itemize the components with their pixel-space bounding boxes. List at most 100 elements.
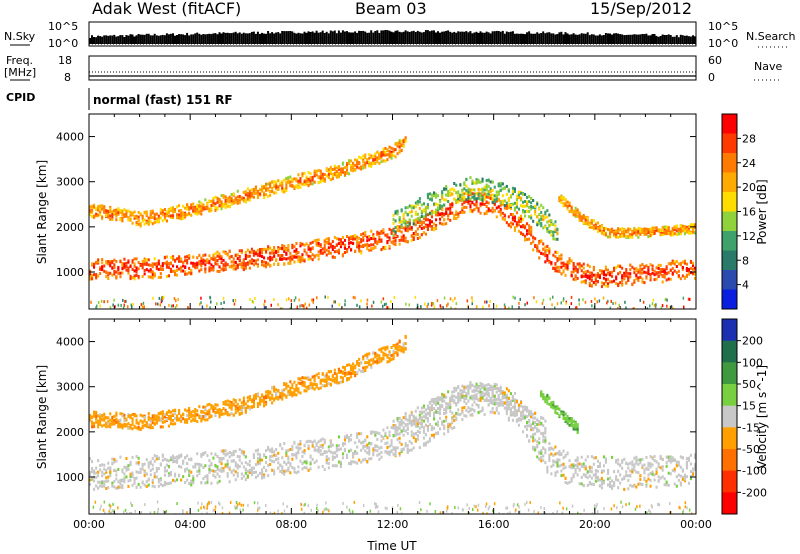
nsky-bar <box>228 33 231 44</box>
heatmap-cell-arc <box>546 209 549 213</box>
heatmap-cell-ground-scatter <box>153 475 156 479</box>
heatmap-cell-ground-scatter <box>283 472 286 476</box>
heatmap-cell-late-band <box>661 232 664 236</box>
heatmap-cell-late-band <box>613 232 616 236</box>
heatmap-cell-arc <box>536 221 539 225</box>
heatmap-cell-lower-band <box>469 199 472 203</box>
heatmap-cell-ground-scatter <box>230 451 233 455</box>
heatmap-cell-ground-scatter <box>182 460 185 464</box>
heatmap-cell-lower-band <box>133 274 136 278</box>
heatmap-cell-ground-scatter <box>228 480 231 484</box>
heatmap-cell-upper-band <box>327 176 330 180</box>
heatmap-cell-lower-band <box>376 230 379 234</box>
heatmap-cell-ground-scatter <box>263 473 266 477</box>
heatmap-cell-ground-scatter <box>178 456 181 460</box>
heatmap-speckle <box>331 304 333 308</box>
heatmap-speckle <box>281 307 284 309</box>
heatmap-cell-ground-scatter <box>487 383 490 387</box>
heatmap-cell-upper-band <box>226 203 229 207</box>
nsky-bar <box>139 34 142 44</box>
heatmap-cell-late-band <box>649 227 652 231</box>
heatmap-cell-late-band <box>582 215 585 219</box>
heatmap-cell-ground-scatter <box>382 428 385 432</box>
heatmap-cell-ground-scatter <box>155 455 158 458</box>
heatmap-cell-arc <box>534 206 537 210</box>
heatmap-cell-lower-band <box>661 269 664 273</box>
heatmap-cell-ground-scatter <box>333 464 336 468</box>
heatmap-cell-lower-band <box>343 246 346 250</box>
heatmap-cell-lower-band <box>151 272 154 276</box>
heatmap-cell-ground-scatter <box>372 451 375 455</box>
heatmap-cell-ground-scatter <box>410 433 413 437</box>
heatmap-cell-upper-band <box>135 214 138 218</box>
heatmap-cell-late-band <box>667 226 670 230</box>
heatmap-cell-lower-band <box>95 275 98 279</box>
heatmap-cell-lower-band <box>635 269 638 273</box>
heatmap-cell-ground-scatter <box>376 437 379 441</box>
heatmap-cell-lower-band <box>317 254 320 257</box>
heatmap-cell-lower-band <box>426 223 429 227</box>
heatmap-cell-lower-band <box>659 270 662 273</box>
heatmap-cell-ground-scatter <box>127 484 130 488</box>
heatmap-cell-arc <box>392 213 395 217</box>
nsky-bar <box>477 32 480 44</box>
heatmap-cell-lower-band <box>119 271 122 275</box>
heatmap-cell-ground-scatter <box>364 444 367 448</box>
heatmap-cell-upper-band <box>341 167 344 171</box>
heatmap-cell-lower-band <box>153 257 156 261</box>
nsky-bar <box>125 35 128 44</box>
heatmap-cell-upper-band <box>364 153 367 157</box>
heatmap-speckle <box>562 299 565 302</box>
heatmap-cell-lower-band <box>536 244 539 248</box>
nsky-bar <box>681 35 684 44</box>
heatmap-cell-ground-scatter <box>548 453 551 457</box>
heatmap-cell-ground-scatter <box>208 464 211 468</box>
heatmap-cell-lower-band <box>208 254 211 258</box>
heatmap-cell-ground-scatter <box>196 469 199 473</box>
heatmap-speckle <box>649 304 651 308</box>
nsky-bar <box>226 32 229 44</box>
nsky-bar <box>426 30 429 44</box>
heatmap-cell-lower-band <box>483 202 486 206</box>
heatmap-speckle <box>220 302 222 305</box>
heatmap-cell-upper-band <box>149 210 152 213</box>
heatmap-cell-ground-scatter <box>463 400 466 404</box>
nsky-bar <box>570 34 573 44</box>
heatmap-cell-ground-scatter <box>174 479 177 483</box>
heatmap-cell-arc <box>455 199 458 203</box>
heatmap-cell-upper-band <box>103 210 106 214</box>
heatmap-cell-late-band <box>592 225 595 229</box>
heatmap-cell-arc <box>532 199 535 202</box>
heatmap-cell-ground-scatter <box>337 460 340 464</box>
heatmap-cell-arc <box>437 206 440 210</box>
heatmap-cell-upper-band <box>313 169 316 173</box>
nsky-bar <box>617 33 620 44</box>
heatmap-speckle <box>305 306 308 309</box>
heatmap-cell-lower-band <box>667 271 670 275</box>
heatmap-cell-lower-band <box>127 269 130 273</box>
heatmap-cell-lower-band <box>538 249 541 253</box>
nsky-bar <box>586 32 589 44</box>
heatmap-cell-ground-scatter <box>574 468 577 471</box>
heatmap-cell-upper-band <box>396 142 399 146</box>
heatmap-cell-late-band <box>649 230 652 234</box>
heatmap-cell-lower-band <box>647 265 650 269</box>
heatmap-cell-ground-scatter <box>321 464 324 468</box>
heatmap-cell-arc <box>471 188 474 192</box>
heatmap-cell-lower-band <box>639 264 642 268</box>
heatmap-cell-ground-scatter <box>261 470 264 474</box>
heatmap-cell-lower-band <box>339 241 342 244</box>
heatmap-cell-upper-band <box>119 209 122 212</box>
heatmap-cell-ground-scatter <box>256 452 259 456</box>
heatmap-cell-upper-band <box>263 191 266 195</box>
heatmap-cell-lower-band <box>313 239 316 243</box>
heatmap-cell-ground-scatter <box>309 454 312 458</box>
heatmap-cell-late-band <box>669 230 672 234</box>
heatmap-cell-ground-scatter <box>366 446 369 450</box>
nsky-bar <box>418 31 421 44</box>
heatmap-speckle <box>132 303 134 306</box>
heatmap-cell-arc <box>540 215 543 219</box>
heatmap-cell-lower-band <box>615 275 618 279</box>
heatmap-speckle <box>466 299 469 303</box>
heatmap-cell-arc <box>453 197 456 201</box>
